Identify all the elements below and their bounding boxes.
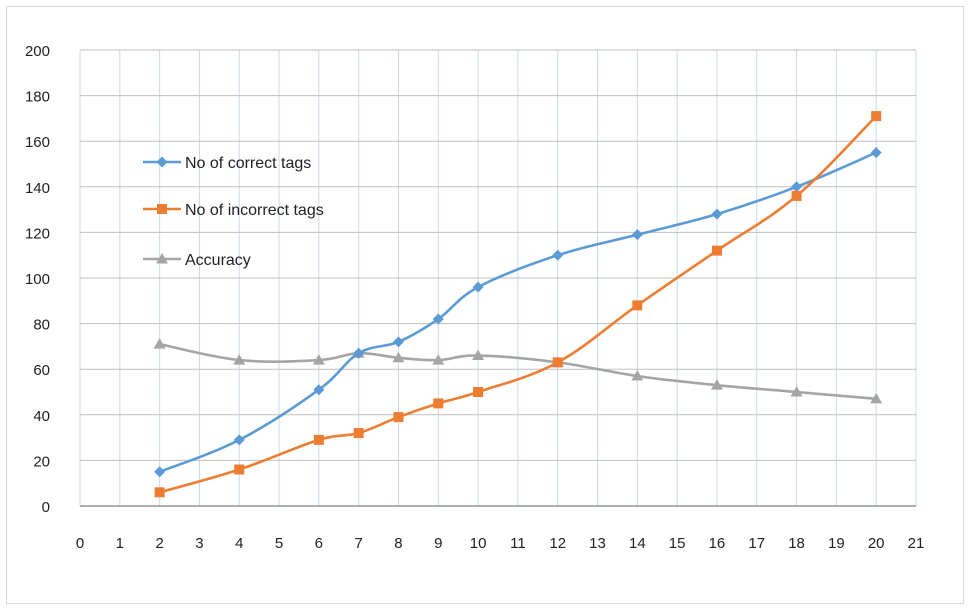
data-point [234, 464, 245, 475]
data-point [552, 357, 563, 368]
y-tick-label: 160 [25, 134, 50, 151]
x-tick-label: 18 [788, 535, 805, 552]
legend-marker [156, 253, 168, 264]
data-point [154, 487, 165, 498]
data-point [871, 111, 882, 122]
y-tick-label: 120 [25, 225, 50, 242]
x-tick-label: 5 [275, 535, 283, 552]
data-point [432, 354, 445, 365]
data-point [233, 434, 245, 446]
legend-item: No of correct tags [143, 155, 311, 172]
data-point [870, 392, 883, 404]
series-accuracy [153, 338, 883, 404]
x-tick-label: 16 [709, 535, 726, 552]
x-tick-label: 15 [669, 535, 686, 552]
y-tick-label: 80 [33, 317, 50, 334]
legend-marker [156, 156, 168, 168]
data-point [433, 398, 444, 409]
x-tick-label: 1 [116, 535, 124, 552]
data-point [353, 347, 365, 359]
y-axis-ticks: 0 20 40 60 80 100 120 140 160 180 200 [25, 43, 50, 516]
x-axis-ticks: 0 1 2 3 4 5 6 7 8 9 10 11 12 13 14 15 16 17 18 19 20 21 [76, 535, 925, 552]
data-point [153, 338, 166, 349]
data-point [392, 336, 404, 348]
legend: No of correct tags No of incorrect tags Ac… [143, 155, 324, 269]
series-layer [153, 111, 883, 498]
data-point [632, 300, 643, 311]
data-point [313, 384, 325, 396]
data-point [472, 281, 484, 293]
legend-marker [157, 204, 167, 214]
x-tick-label: 2 [155, 535, 163, 552]
x-tick-label: 7 [354, 535, 362, 552]
x-tick-label: 8 [394, 535, 402, 552]
data-point [710, 379, 723, 390]
y-tick-label: 180 [25, 89, 50, 106]
data-point [154, 466, 166, 478]
x-tick-label: 19 [828, 535, 845, 552]
data-point [313, 434, 324, 445]
data-point [870, 147, 882, 159]
x-tick-label: 12 [549, 535, 566, 552]
x-tick-label: 4 [235, 535, 243, 552]
x-tick-label: 0 [76, 535, 84, 552]
series-line [159, 151, 877, 474]
data-point [791, 190, 802, 201]
x-tick-label: 11 [510, 535, 526, 552]
chart-frame [6, 6, 964, 604]
data-point [432, 313, 444, 325]
y-tick-label: 0 [42, 499, 50, 516]
legend-label: No of correct tags [185, 155, 311, 172]
data-point [631, 229, 643, 241]
x-tick-label: 14 [629, 535, 646, 552]
x-tick-label: 13 [589, 535, 606, 552]
y-tick-label: 200 [25, 43, 50, 60]
legend-label: No of incorrect tags [185, 202, 324, 219]
legend-label: Accuracy [185, 252, 251, 269]
data-point [791, 181, 803, 193]
series-line [159, 342, 877, 401]
data-point [552, 249, 564, 261]
x-tick-label: 3 [195, 535, 203, 552]
x-tick-label: 9 [434, 535, 442, 552]
y-tick-label: 20 [33, 453, 50, 470]
data-point [353, 428, 364, 439]
y-tick-label: 60 [33, 362, 50, 379]
x-tick-label: 20 [868, 535, 885, 552]
y-tick-label: 140 [25, 180, 50, 197]
data-point [631, 370, 644, 381]
y-tick-label: 100 [25, 271, 50, 288]
data-point [711, 208, 723, 220]
legend-item: No of incorrect tags [143, 202, 324, 219]
data-point [472, 349, 485, 361]
data-point [473, 387, 484, 397]
x-tick-label: 6 [315, 535, 323, 552]
x-tick-label: 17 [748, 535, 765, 552]
data-point [392, 351, 405, 363]
legend-item: Accuracy [143, 252, 251, 269]
data-point [393, 412, 404, 423]
x-tick-label: 21 [908, 535, 925, 552]
data-point [711, 245, 722, 256]
data-point [312, 354, 325, 365]
series-no-of-correct-tags [154, 147, 882, 478]
y-tick-label: 40 [33, 408, 50, 425]
data-point [233, 354, 246, 365]
x-tick-label: 10 [470, 535, 487, 552]
series-no-of-incorrect-tags [154, 111, 882, 498]
data-point [790, 386, 803, 397]
